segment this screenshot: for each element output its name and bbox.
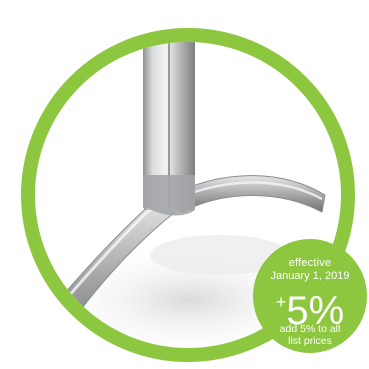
badge-effective-date: January 1, 2019 <box>270 270 350 282</box>
badge-percent-text: 5% <box>286 289 345 333</box>
badge-note-line1: add 5% to all <box>279 323 341 335</box>
badge-plus-sign: + <box>275 292 287 312</box>
badge-percent-value: +5% <box>253 282 367 331</box>
price-increase-badge: effective January 1, 2019 +5% add 5% to … <box>253 239 367 353</box>
badge-effective-label: effective <box>288 257 332 269</box>
green-ring <box>21 28 355 362</box>
badge-note-line2: list prices <box>288 335 332 347</box>
